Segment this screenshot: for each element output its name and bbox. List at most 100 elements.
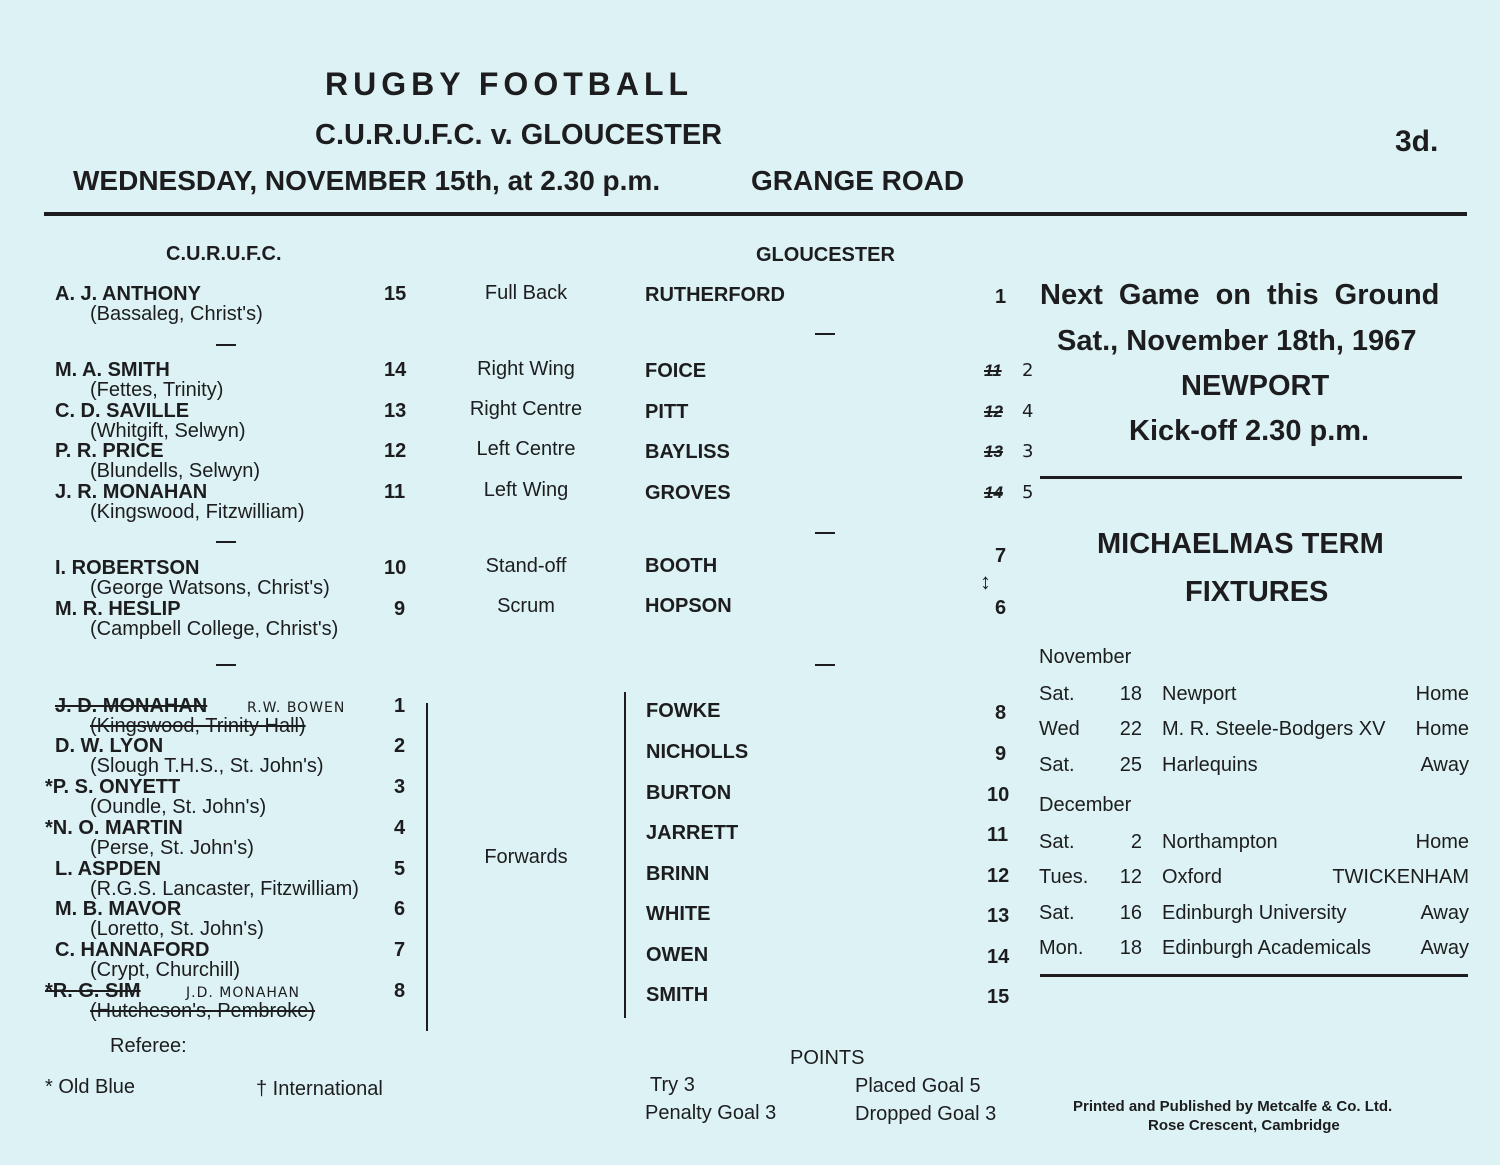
struck-number: 11 bbox=[984, 361, 1002, 380]
struck-number: 12 bbox=[984, 402, 1003, 421]
fixture-venue: Home bbox=[1415, 718, 1469, 740]
player-name: J. D. MONAHAN bbox=[55, 695, 208, 717]
player-number: 1 bbox=[995, 286, 1007, 308]
player-name: P. R. PRICE bbox=[55, 440, 164, 462]
player-number: 1 bbox=[394, 695, 406, 717]
player-school: (Oundle, St. John's) bbox=[90, 796, 267, 818]
position-label: Right Centre bbox=[469, 398, 583, 420]
points-penalty-goal: Penalty Goal 3 bbox=[645, 1102, 777, 1124]
fixture-day: Wed bbox=[1039, 718, 1080, 740]
next-game-kickoff: Kick-off 2.30 p.m. bbox=[1129, 415, 1370, 447]
section-dash bbox=[815, 532, 835, 534]
player-number: 12 bbox=[987, 865, 1010, 887]
player-school: (Perse, St. John's) bbox=[90, 837, 254, 859]
player-name: FOWKE bbox=[646, 700, 721, 722]
player-number: 6 bbox=[995, 597, 1007, 619]
struck-number: 14 bbox=[984, 483, 1003, 502]
player-number: 7 bbox=[394, 939, 406, 961]
position-label: Left Centre bbox=[476, 438, 576, 460]
fixture-day: Sat. bbox=[1039, 754, 1075, 776]
player-name: *P. S. ONYETT bbox=[45, 776, 181, 798]
player-number: 12 bbox=[384, 440, 407, 462]
player-school: (Crypt, Churchill) bbox=[90, 959, 241, 981]
fixture-date: 18 bbox=[1119, 937, 1142, 959]
next-game-line1: Next Game on this Ground bbox=[1040, 279, 1440, 311]
handwritten-number: 4 bbox=[1022, 401, 1034, 422]
fixture-day: Sat. bbox=[1039, 902, 1075, 924]
fixture-day: Mon. bbox=[1039, 937, 1084, 959]
position-label: Stand-off bbox=[485, 555, 567, 577]
player-name: *N. O. MARTIN bbox=[45, 817, 183, 839]
player-number: 9 bbox=[995, 743, 1007, 765]
position-label: Left Wing bbox=[483, 479, 569, 501]
player-number: 6 bbox=[394, 898, 406, 920]
handwritten-number: 5 bbox=[1022, 482, 1034, 503]
fixture-date: 22 bbox=[1119, 718, 1142, 740]
fixture-opponent: Harlequins bbox=[1162, 754, 1258, 776]
cu-heading: C.U.R.U.F.C. bbox=[166, 243, 282, 265]
player-number: 7 bbox=[995, 545, 1007, 567]
player-name: M. R. HESLIP bbox=[55, 598, 181, 620]
player-school: (George Watsons, Christ's) bbox=[90, 577, 330, 599]
swap-arrow-icon: ↕ bbox=[980, 569, 991, 594]
points-dropped-goal: Dropped Goal 3 bbox=[855, 1103, 997, 1125]
player-name: BAYLISS bbox=[645, 441, 730, 463]
handwritten-number: 3 bbox=[1022, 441, 1034, 462]
fixture-venue: Away bbox=[1420, 902, 1469, 924]
player-name: *R. G. SIM bbox=[45, 980, 141, 1002]
player-number: 8 bbox=[394, 980, 406, 1002]
player-name: M. A. SMITH bbox=[55, 359, 170, 381]
referee-label: Referee: bbox=[110, 1035, 187, 1057]
international-legend: † International bbox=[256, 1078, 383, 1100]
player-school: (Kingswood, Trinity Hall) bbox=[90, 715, 306, 737]
player-name: I. ROBERTSON bbox=[55, 557, 200, 579]
player-number: 11 bbox=[987, 824, 1009, 846]
player-number: 2 bbox=[394, 735, 406, 757]
player-name: FOICE bbox=[645, 360, 707, 382]
player-name: BURTON bbox=[646, 782, 732, 804]
fixture-opponent: Northampton bbox=[1162, 831, 1278, 853]
player-name: WHITE bbox=[646, 903, 711, 925]
player-school: (R.G.S. Lancaster, Fitzwilliam) bbox=[90, 878, 359, 900]
fixture-day: Tues. bbox=[1039, 866, 1089, 888]
player-name: SMITH bbox=[646, 984, 709, 1006]
position-label: Forwards bbox=[484, 846, 568, 868]
printer-line-1: Printed and Published by Metcalfe & Co. … bbox=[1073, 1098, 1393, 1115]
player-number: 10 bbox=[987, 784, 1010, 806]
fixtures-rule bbox=[1040, 974, 1468, 977]
fixtures-heading-2: FIXTURES bbox=[1185, 576, 1329, 608]
player-number: 10 bbox=[384, 557, 407, 579]
handwritten-replacement: R.W. BOWEN bbox=[247, 700, 346, 716]
player-number: 15 bbox=[384, 283, 407, 305]
section-dash bbox=[216, 664, 236, 666]
player-name: D. W. LYON bbox=[55, 735, 164, 757]
fixture-venue: Away bbox=[1420, 754, 1469, 776]
price: 3d. bbox=[1395, 125, 1439, 158]
fixtures-heading: MICHAELMAS TERM bbox=[1097, 528, 1384, 560]
player-name: HOPSON bbox=[645, 595, 732, 617]
player-name: C. D. SAVILLE bbox=[55, 400, 190, 422]
title: RUGBY FOOTBALL bbox=[325, 66, 694, 102]
handwritten-number: 2 bbox=[1022, 360, 1034, 381]
position-label: Scrum bbox=[497, 595, 555, 617]
fixture-day: Sat. bbox=[1039, 831, 1075, 853]
fixture-month: December bbox=[1039, 794, 1132, 816]
player-name: GROVES bbox=[645, 482, 731, 504]
player-number: 13 bbox=[384, 400, 407, 422]
player-school: (Blundells, Selwyn) bbox=[90, 460, 261, 482]
player-name: JARRETT bbox=[646, 822, 739, 844]
header-rule bbox=[44, 212, 1467, 216]
player-school: (Bassaleg, Christ's) bbox=[90, 303, 263, 325]
fixture-venue: Home bbox=[1415, 831, 1469, 853]
player-school: (Slough T.H.S., St. John's) bbox=[90, 755, 324, 777]
fixture-date: 16 bbox=[1119, 902, 1142, 924]
points-try: Try 3 bbox=[650, 1074, 695, 1096]
fixture-day: Sat. bbox=[1039, 683, 1075, 705]
fixture-date: 2 bbox=[1130, 831, 1142, 853]
section-dash bbox=[216, 541, 236, 543]
player-school: (Fettes, Trinity) bbox=[90, 379, 224, 401]
fixture-venue: Away bbox=[1420, 937, 1469, 959]
player-name: M. B. MAVOR bbox=[55, 898, 182, 920]
fixture-venue: TWICKENHAM bbox=[1332, 866, 1469, 888]
